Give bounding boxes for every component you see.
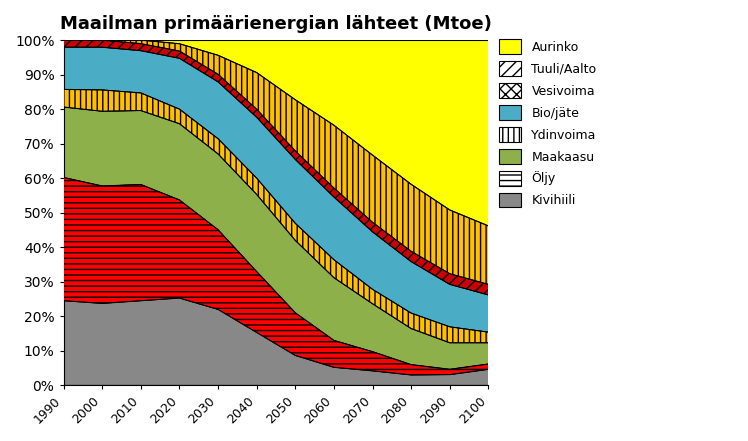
Polygon shape	[64, 298, 488, 385]
Title: Maailman primäärienergian lähteet (Mtoe): Maailman primäärienergian lähteet (Mtoe)	[60, 15, 492, 33]
Polygon shape	[64, 40, 488, 284]
Polygon shape	[64, 40, 488, 226]
Polygon shape	[64, 40, 488, 295]
Polygon shape	[64, 47, 488, 332]
Polygon shape	[64, 40, 488, 284]
Polygon shape	[64, 177, 488, 375]
Polygon shape	[64, 177, 488, 375]
Legend: Aurinko, Tuuli/Aalto, Vesivoima, Bio/jäte, Ydinvoima, Maakaasu, Öljy, Kivihiili: Aurinko, Tuuli/Aalto, Vesivoima, Bio/jät…	[499, 39, 597, 207]
Polygon shape	[64, 107, 488, 369]
Polygon shape	[64, 40, 488, 295]
Polygon shape	[64, 90, 488, 343]
Polygon shape	[64, 90, 488, 343]
